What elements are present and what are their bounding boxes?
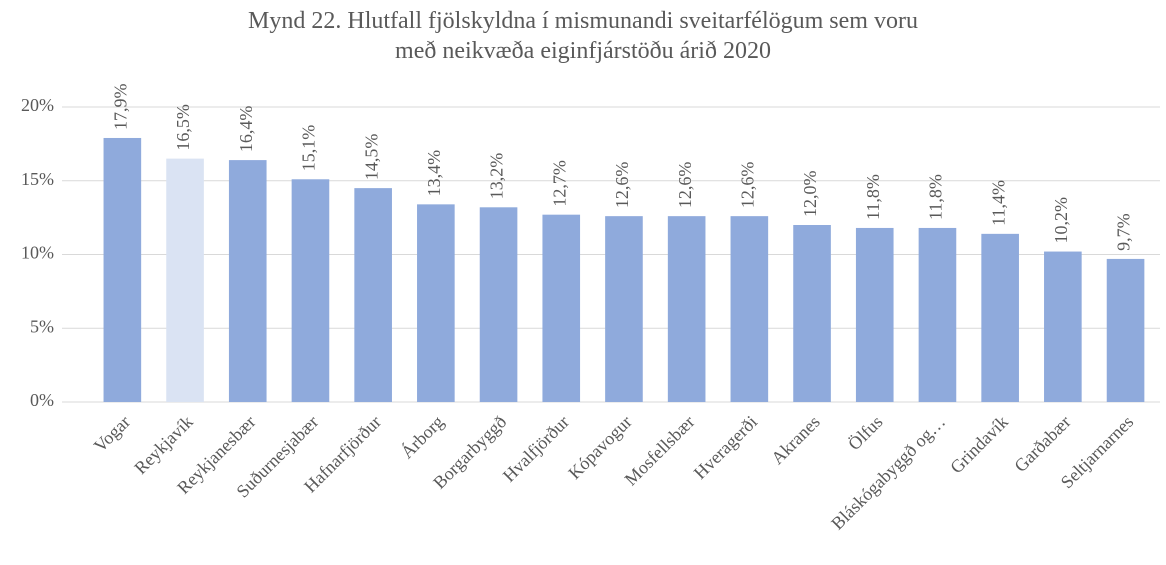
value-label: 9,7% [1114,213,1134,251]
x-tick-label: Vogar [90,412,134,456]
value-label: 12,7% [549,160,569,207]
bar [981,233,1019,402]
bar [605,216,643,402]
bar [479,207,518,402]
value-label: 12,0% [800,171,820,218]
value-label: 17,9% [110,83,130,130]
x-tick-label: Garðabær [1010,412,1074,476]
bar [667,216,706,402]
value-label: 11,4% [988,180,1008,226]
bar [855,227,894,402]
x-tick-label: Akranes [767,412,824,469]
x-tick-label: Bláskógabyggð og… [827,412,949,534]
chart-title: Mynd 22. Hlutfall fjölskyldna í mismunan… [248,8,918,64]
x-tick-label: Grindavík [946,412,1012,478]
value-label: 11,8% [863,174,883,220]
y-tick-label: 5% [30,316,54,336]
bar [730,216,769,402]
bar [417,204,455,402]
bar [1106,258,1145,402]
x-tick-label: Reykjavík [130,412,196,478]
value-label: 11,8% [926,174,946,220]
x-tick-label: Hvalfjörður [499,412,573,486]
bar [542,214,581,402]
x-tick-label: Árborg [396,411,447,462]
value-label: 10,2% [1051,197,1071,244]
value-label: 14,5% [361,134,381,181]
bar [291,179,330,402]
x-tick-label: Hveragerði [690,412,761,483]
value-label: 13,4% [424,150,444,197]
y-tick-label: 0% [30,390,54,410]
y-tick-label: 10% [21,243,54,263]
bar [166,158,204,402]
y-tick-label: 20% [21,95,54,115]
bar [103,137,142,402]
value-label: 16,5% [173,104,193,151]
bar [354,188,392,402]
bar [1044,251,1082,402]
value-label: 13,2% [487,153,507,200]
bar [918,227,957,402]
bar [228,160,267,402]
value-label: 12,6% [612,162,632,209]
x-tick-label: Ölfus [844,412,886,454]
y-tick-label: 15% [21,169,54,189]
value-label: 16,4% [236,106,256,153]
value-label: 12,6% [737,162,757,209]
value-label: 12,6% [675,162,695,209]
bar [793,225,831,402]
value-label: 15,1% [299,125,319,172]
